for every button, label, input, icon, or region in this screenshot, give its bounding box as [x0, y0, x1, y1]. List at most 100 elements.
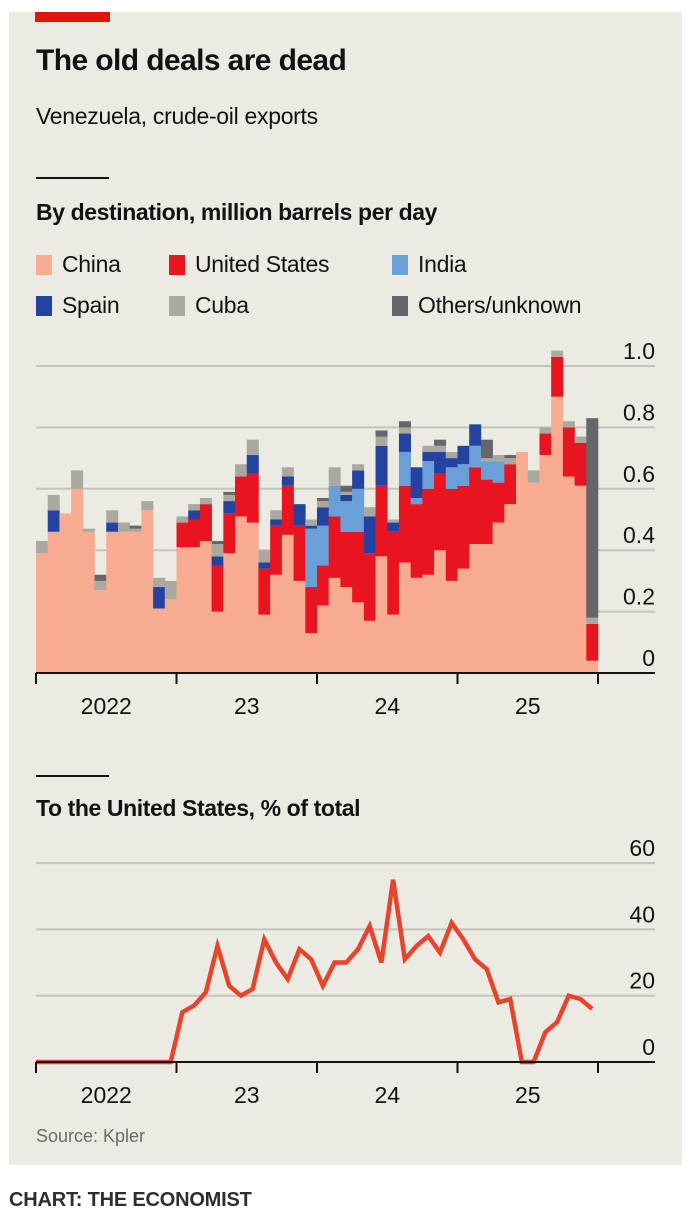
bar-segment-united-states	[551, 356, 564, 397]
bar-segment-cuba	[480, 458, 493, 462]
bar-segment-united-states	[363, 553, 376, 621]
bar-segment-cuba	[375, 436, 388, 446]
bar-segment-united-states	[410, 504, 423, 578]
bar-segment-spain	[469, 424, 482, 446]
legend-swatch	[392, 254, 408, 275]
bar-segment-united-states	[469, 467, 482, 545]
bar-segment-china	[445, 580, 458, 673]
bar-segment-china	[94, 590, 107, 673]
bar-segment-china	[410, 577, 423, 673]
bar-segment-spain	[223, 501, 236, 514]
bar-segment-china	[527, 482, 540, 673]
bar-segment-india	[492, 461, 505, 483]
bar-segment-united-states	[387, 531, 400, 615]
bar-segment-cuba	[504, 458, 517, 465]
bar-segment-cuba	[117, 522, 130, 532]
bar-segment-others-unknown	[129, 525, 142, 529]
bar-segment-spain	[317, 507, 330, 526]
bar-segment-china	[164, 599, 177, 673]
bar-chart-title: By destination, million barrels per day	[36, 199, 438, 225]
bar-segment-spain	[246, 455, 259, 474]
bar-segment-cuba	[36, 540, 49, 554]
legend-label: Cuba	[195, 292, 249, 318]
bar-segment-india	[469, 445, 482, 468]
legend-item-india: India	[392, 251, 467, 278]
bar-segment-united-states	[317, 565, 330, 606]
bar-segment-united-states	[211, 565, 224, 612]
bar-segment-united-states	[340, 531, 353, 588]
bar-segment-india	[352, 488, 365, 532]
bar-segment-others-unknown	[504, 455, 517, 459]
bar-segment-china	[141, 510, 154, 673]
bar-segment-cuba	[153, 577, 166, 588]
bar-segment-united-states	[199, 504, 212, 541]
legend-label: Others/unknown	[418, 292, 582, 318]
bar-segment-cuba	[223, 494, 236, 502]
bar-segment-cuba	[562, 421, 575, 428]
footer-credit: CHART: THE ECONOMIST	[9, 1189, 252, 1211]
bar-segment-cuba	[492, 455, 505, 462]
bar-segment-india	[457, 464, 470, 486]
x-tick-label: 25	[515, 1082, 541, 1108]
bar-segment-india	[480, 461, 493, 480]
bar-segment-china	[199, 540, 212, 673]
bar-segment-united-states	[375, 485, 388, 557]
bar-segment-others-unknown	[586, 418, 599, 618]
bar-segment-cuba	[445, 451, 458, 459]
bar-segment-cuba	[281, 467, 294, 477]
bar-segment-united-states	[176, 522, 189, 548]
bar-segment-united-states	[457, 485, 470, 569]
bar-segment-cuba	[305, 519, 318, 526]
bar-segment-cuba	[527, 470, 540, 483]
bar-segment-united-states	[235, 476, 248, 517]
bar-segment-spain	[410, 467, 423, 499]
bar-segment-united-states	[270, 525, 283, 575]
bar-segment-cuba	[551, 350, 564, 357]
x-tick-label: 2022	[81, 693, 132, 719]
bar-segment-china	[551, 396, 564, 673]
bar-segment-cuba	[328, 467, 341, 486]
bar-segment-spain	[305, 525, 318, 529]
legend-item-united-states: United States	[169, 251, 329, 278]
bar-segment-china	[293, 580, 306, 673]
bar-segment-cuba	[82, 528, 95, 532]
bar-segment-spain	[211, 556, 224, 566]
legend-item-china: China	[36, 251, 121, 278]
bar-segment-china	[317, 605, 330, 673]
bar-segment-spain	[47, 510, 60, 532]
bar-segment-india	[340, 501, 353, 532]
y-tick-label: 20	[629, 968, 655, 994]
bar-segment-china	[106, 531, 119, 673]
bar-segment-united-states	[445, 488, 458, 581]
bar-segment-united-states	[352, 531, 365, 603]
section-rule	[36, 775, 109, 777]
bar-segment-spain	[188, 510, 201, 520]
bar-segment-cuba	[235, 464, 248, 477]
bar-segment-others-unknown	[398, 421, 411, 428]
bar-segment-cuba	[71, 470, 84, 489]
bar-segment-others-unknown	[317, 498, 330, 502]
bar-segment-india	[317, 525, 330, 566]
y-tick-label: 0	[642, 645, 655, 671]
bar-segment-others-unknown	[375, 430, 388, 437]
bar-segment-cuba	[176, 516, 189, 523]
bar-segment-spain	[363, 516, 376, 554]
bar-segment-united-states	[188, 519, 201, 548]
bar-segment-china	[562, 476, 575, 673]
bar-segment-cuba	[188, 504, 201, 511]
bar-segment-china	[305, 633, 318, 673]
bar-segment-china	[434, 550, 447, 673]
legend-swatch	[36, 295, 52, 316]
bar-segment-spain	[270, 519, 283, 526]
bar-segment-spain	[457, 445, 470, 465]
bar-segment-china	[129, 531, 142, 673]
bar-segment-united-states	[293, 525, 306, 581]
bar-segment-united-states	[246, 473, 259, 523]
legend-label: Spain	[62, 292, 120, 318]
bar-segment-cuba	[106, 510, 119, 523]
bar-segment-china	[352, 602, 365, 673]
bar-segment-china	[422, 574, 435, 673]
bar-segment-china	[387, 614, 400, 673]
section-rule	[36, 177, 109, 179]
bar-segment-china	[504, 504, 517, 673]
